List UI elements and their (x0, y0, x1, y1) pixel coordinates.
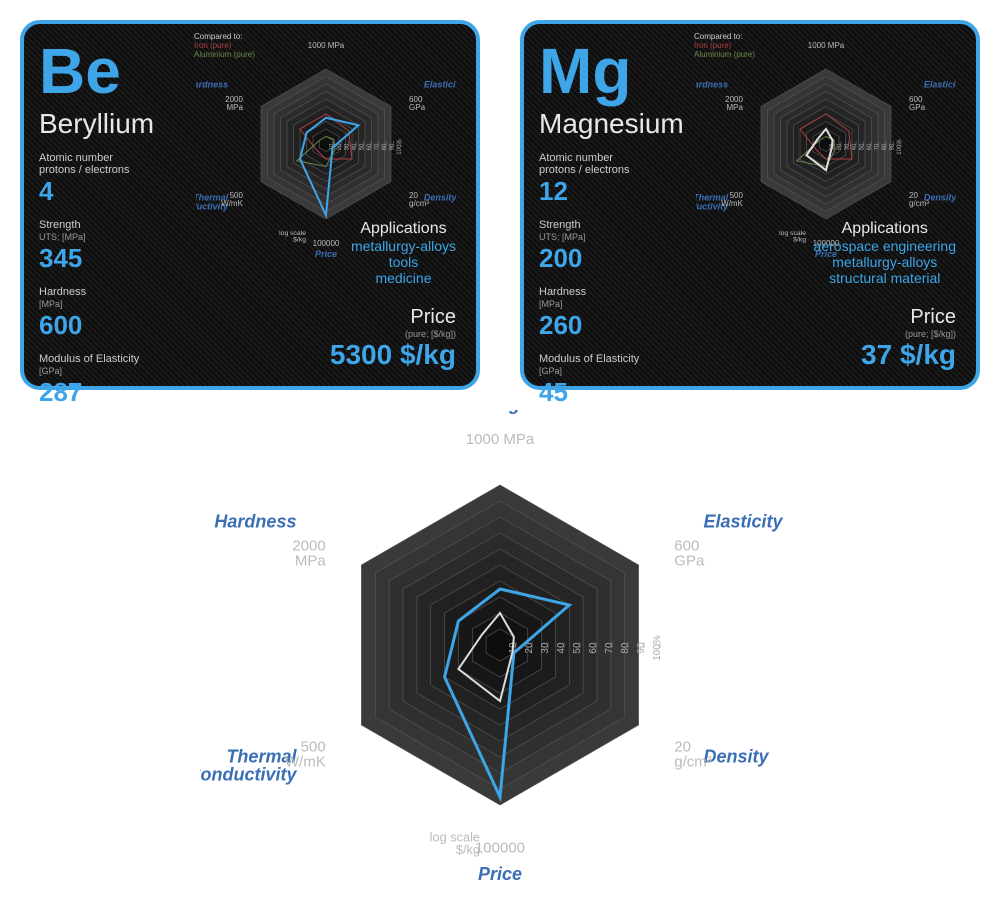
svg-text:ThermalConductivity: ThermalConductivity (200, 747, 297, 785)
svg-text:2000MPa: 2000MPa (292, 537, 326, 569)
hardness-value: 600 (39, 310, 199, 341)
svg-text:60: 60 (588, 642, 599, 654)
svg-text:Elasticity: Elasticity (704, 512, 784, 532)
svg-text:Price: Price (315, 249, 337, 259)
svg-text:50: 50 (360, 143, 366, 150)
svg-text:40: 40 (852, 143, 858, 150)
comparison-radar: 102030405060708090100%Strength1000 MPaEl… (20, 410, 980, 890)
svg-text:600GPa: 600GPa (909, 95, 926, 112)
svg-text:50: 50 (572, 642, 583, 654)
svg-text:600GPa: 600GPa (674, 537, 705, 569)
card-magnesium: Compared to: Iron (pure) Aluminium (pure… (520, 20, 980, 390)
applications: Applications aerospace engineering metal… (814, 220, 956, 286)
svg-text:1000 MPa: 1000 MPa (466, 431, 535, 448)
svg-text:90: 90 (636, 642, 647, 654)
strength-value: 200 (539, 243, 699, 274)
svg-text:1000 MPa: 1000 MPa (808, 41, 845, 50)
svg-text:80: 80 (620, 642, 631, 654)
svg-text:Hardness: Hardness (696, 80, 728, 90)
svg-text:100000: 100000 (475, 839, 525, 856)
svg-text:90: 90 (890, 143, 896, 150)
svg-text:2000MPa: 2000MPa (725, 95, 743, 112)
hardness-label: Hardness[MPa] (539, 286, 699, 310)
svg-text:20g/cm³: 20g/cm³ (674, 739, 712, 771)
svg-text:70: 70 (375, 143, 381, 150)
svg-text:log scale$/kg: log scale$/kg (430, 829, 480, 857)
element-name: Beryllium (39, 108, 199, 140)
symbol: Mg (539, 39, 699, 103)
svg-text:80: 80 (382, 143, 388, 150)
hardness-label: Hardness[MPa] (39, 286, 199, 310)
modulus-label: Modulus of Elasticity[GPa] (539, 353, 699, 377)
svg-text:500W/mK: 500W/mK (285, 739, 326, 771)
svg-text:90: 90 (390, 143, 396, 150)
svg-text:40: 40 (352, 143, 358, 150)
atomic-value: 4 (39, 176, 199, 207)
svg-text:100%: 100% (897, 139, 903, 155)
atomic-label: Atomic number protons / electrons (539, 152, 699, 176)
svg-text:2000MPa: 2000MPa (225, 95, 243, 112)
svg-text:1000 MPa: 1000 MPa (308, 41, 345, 50)
svg-text:60: 60 (867, 143, 873, 150)
atomic-value: 12 (539, 176, 699, 207)
price: Price (pure; [$/kg]) 5300 $/kg (330, 306, 456, 371)
svg-text:Hardness: Hardness (196, 80, 228, 90)
svg-text:50: 50 (860, 143, 866, 150)
svg-text:70: 70 (875, 143, 881, 150)
svg-text:600GPa: 600GPa (409, 95, 426, 112)
element-name: Magnesium (539, 108, 699, 140)
radar-chart-comparison: 102030405060708090100%Strength1000 MPaEl… (200, 410, 800, 890)
svg-text:40: 40 (556, 642, 567, 654)
svg-text:log scale$/kg: log scale$/kg (279, 230, 306, 244)
svg-text:20: 20 (837, 143, 843, 150)
svg-text:Price: Price (478, 864, 522, 884)
price: Price (pure; [$/kg]) 37 $/kg (861, 306, 956, 371)
strength-label: StrengthUTS; [MPa] (39, 219, 199, 243)
applications: Applications metallurgy-alloys tools med… (351, 220, 456, 286)
svg-text:Elasticity: Elasticity (424, 80, 456, 90)
svg-text:log scale$/kg: log scale$/kg (779, 230, 806, 244)
svg-text:Elasticity: Elasticity (924, 80, 956, 90)
top-row: Compared to: Iron (pure) Aluminium (pure… (20, 20, 980, 390)
strength-label: StrengthUTS; [MPa] (539, 219, 699, 243)
svg-text:100%: 100% (652, 635, 663, 661)
svg-text:80: 80 (882, 143, 888, 150)
hardness-value: 260 (539, 310, 699, 341)
modulus-value: 45 (539, 377, 699, 408)
modulus-value: 287 (39, 377, 199, 408)
strength-value: 345 (39, 243, 199, 274)
modulus-label: Modulus of Elasticity[GPa] (39, 353, 199, 377)
svg-text:Density: Density (704, 747, 770, 767)
svg-text:Strength: Strength (463, 410, 537, 414)
svg-text:30: 30 (845, 143, 851, 150)
svg-text:30: 30 (540, 642, 551, 654)
svg-text:30: 30 (345, 143, 351, 150)
svg-text:100000: 100000 (313, 239, 340, 248)
svg-text:Hardness: Hardness (214, 512, 296, 532)
atomic-label: Atomic number protons / electrons (39, 152, 199, 176)
card-beryllium: Compared to: Iron (pure) Aluminium (pure… (20, 20, 480, 390)
svg-text:60: 60 (367, 143, 373, 150)
svg-text:100%: 100% (397, 139, 403, 155)
svg-text:70: 70 (604, 642, 615, 654)
symbol: Be (39, 39, 199, 103)
